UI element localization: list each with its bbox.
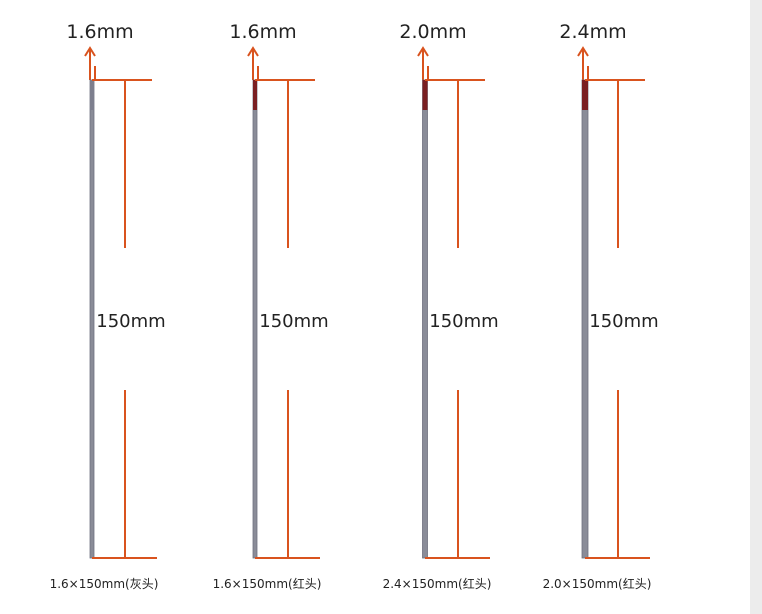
diameter-label: 2.0mm <box>399 21 466 43</box>
rod <box>422 79 428 559</box>
length-label: 150mm <box>259 311 328 332</box>
caption: 1.6×150mm(灰头) <box>50 577 159 591</box>
diameter-label: 1.6mm <box>66 21 133 43</box>
diameter-arrow <box>577 46 589 80</box>
rod-tip <box>253 80 257 110</box>
caption: 2.0×150mm(红头) <box>543 576 652 591</box>
length-label: 150mm <box>589 311 658 332</box>
rod <box>252 79 258 559</box>
diameter-label: 2.4mm <box>559 21 626 43</box>
dimension-lines <box>255 79 320 559</box>
dimension-lines <box>92 79 157 559</box>
length-label: 150mm <box>429 311 498 332</box>
rod-tip <box>582 80 588 110</box>
diameter-label: 1.6mm <box>229 21 296 43</box>
diameter-arrow <box>247 46 259 80</box>
length-label: 150mm <box>96 311 165 332</box>
caption: 1.6×150mm(红头) <box>213 576 322 591</box>
diameter-arrow <box>84 46 96 80</box>
dimension-lines <box>585 79 650 559</box>
diameter-arrow <box>417 46 429 80</box>
rod-tip <box>90 80 94 110</box>
rod-tip <box>422 80 428 110</box>
caption: 2.4×150mm(红头) <box>383 576 492 591</box>
side-strip <box>750 0 762 614</box>
rod <box>581 79 589 559</box>
dimension-lines <box>425 79 490 559</box>
rod <box>89 79 95 559</box>
